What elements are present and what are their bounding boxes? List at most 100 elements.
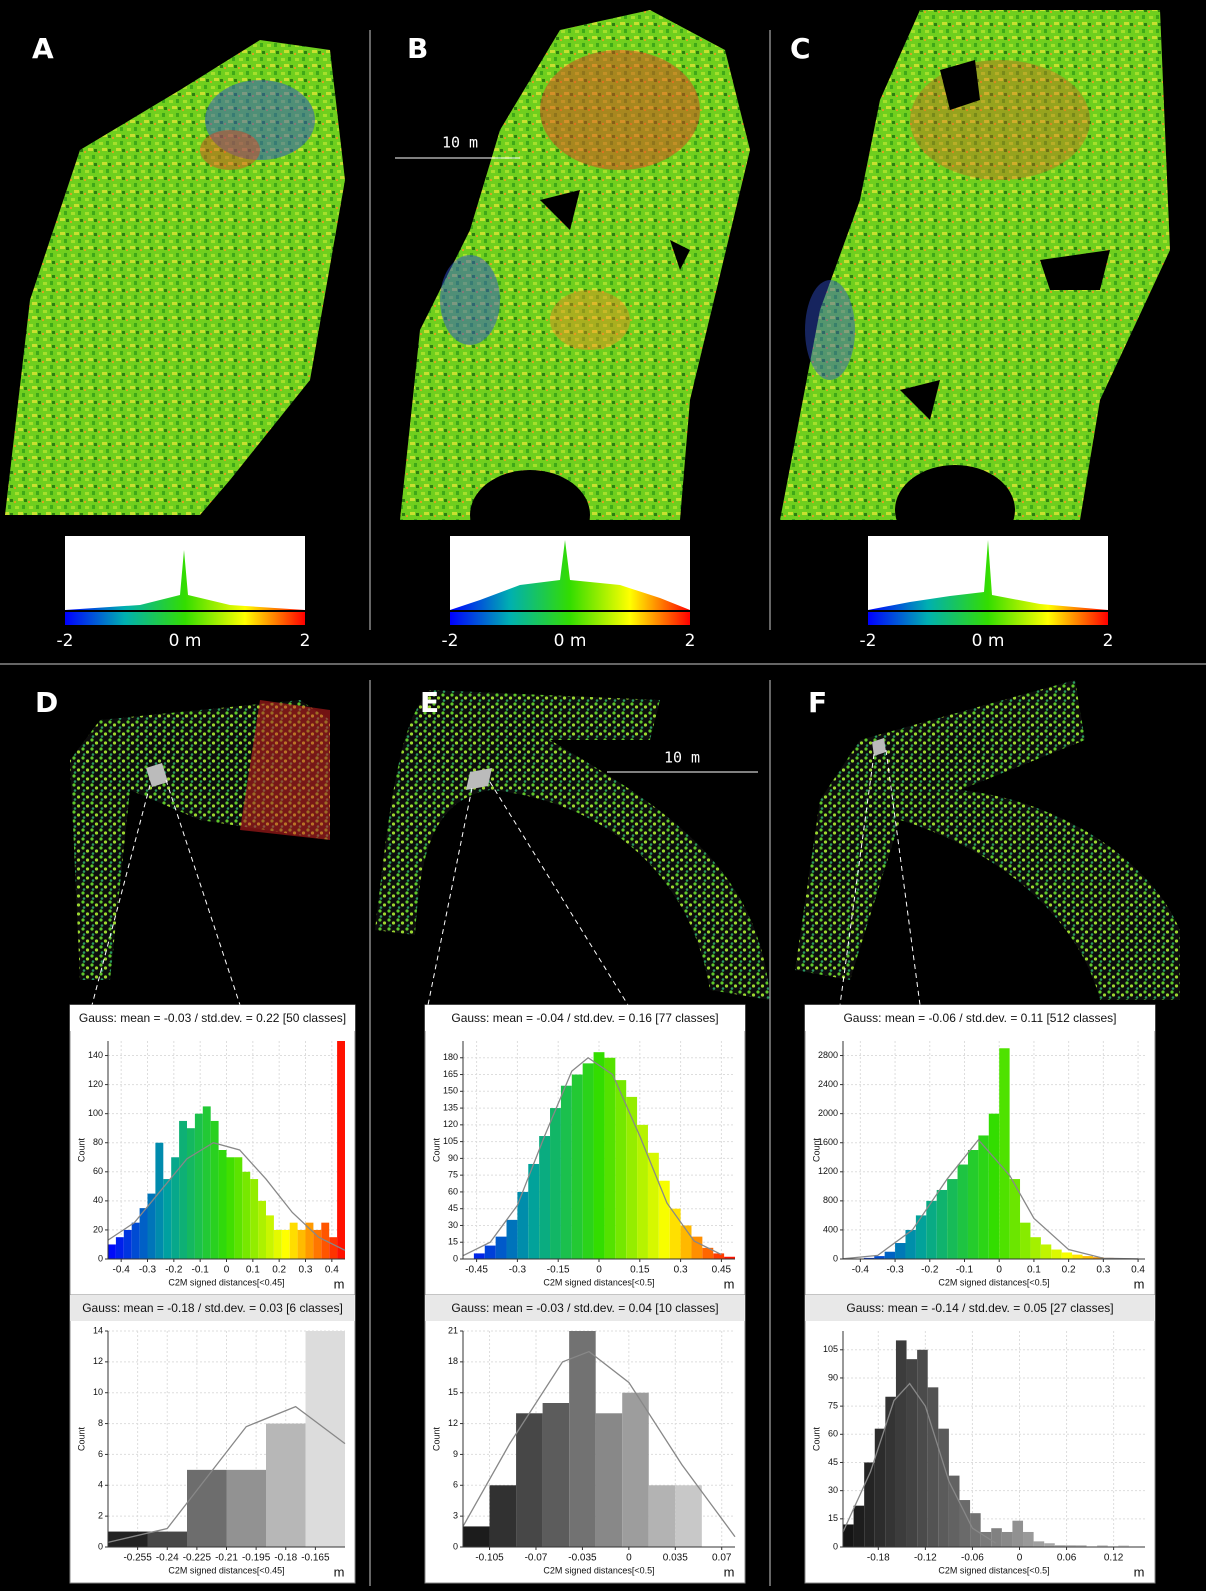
x-tick-label: -0.07	[525, 1553, 548, 1564]
x-tick-label: -0.2	[165, 1265, 183, 1276]
bar	[250, 1179, 258, 1259]
bar	[116, 1237, 124, 1259]
y-tick-label: 0	[833, 1253, 838, 1263]
mini-histogram	[450, 536, 690, 625]
x-tick-label: -0.12	[914, 1553, 937, 1564]
bar	[949, 1476, 960, 1547]
bar	[227, 1157, 235, 1259]
bar	[108, 1244, 116, 1259]
x-tick-label: -0.24	[156, 1553, 179, 1564]
colorbar-label: -2	[57, 631, 74, 651]
scale-label: 10 m	[442, 134, 478, 152]
x-tick-label: 0.3	[674, 1265, 688, 1276]
bar	[895, 1243, 905, 1259]
y-tick-label: 0	[453, 1541, 458, 1551]
bar	[337, 1041, 345, 1259]
x-tick-label: -0.1	[192, 1265, 210, 1276]
x-tick-label: -0.21	[215, 1553, 238, 1564]
y-tick-label: 3	[453, 1511, 458, 1521]
bar	[959, 1500, 970, 1547]
bar	[989, 1114, 999, 1259]
y-tick-label: 2800	[818, 1050, 838, 1060]
y-tick-label: 75	[448, 1170, 458, 1180]
bar	[885, 1397, 896, 1547]
colorbar-label: -2	[860, 631, 877, 651]
bar	[211, 1121, 219, 1259]
bar	[561, 1086, 572, 1259]
bar	[179, 1121, 187, 1259]
bar	[917, 1350, 928, 1547]
x-tick-label: 0	[626, 1553, 632, 1564]
bar	[958, 1165, 968, 1259]
y-tick-label: 100	[88, 1108, 103, 1118]
bar	[187, 1128, 195, 1259]
panel-letter: E	[420, 686, 439, 719]
chart-title: Gauss: mean = -0.06 / std.dev. = 0.11 [5…	[843, 1011, 1116, 1025]
bar	[516, 1413, 543, 1547]
bar	[659, 1181, 670, 1259]
page: 10 m 10 m A B C D E F -20 m2-20 m2-20 m2…	[0, 0, 1206, 1586]
bar	[543, 1403, 570, 1547]
point-cloud-f	[795, 680, 1180, 1000]
bar	[1062, 1252, 1072, 1259]
x-tick-label: 0.15	[630, 1265, 650, 1276]
x-tick-label: 0.4	[325, 1265, 339, 1276]
bar	[991, 1528, 1002, 1547]
bar	[1030, 1237, 1040, 1259]
bar	[187, 1470, 227, 1547]
bar	[463, 1526, 490, 1547]
point-cloud-b	[400, 10, 750, 560]
bar	[938, 1429, 949, 1547]
bar	[203, 1106, 211, 1259]
point-cloud-d	[70, 700, 330, 980]
bar	[928, 1387, 939, 1547]
y-tick-label: 165	[443, 1069, 458, 1079]
bar	[926, 1201, 936, 1259]
bar	[968, 1150, 978, 1259]
y-tick-label: 0	[453, 1253, 458, 1263]
y-tick-label: 0	[98, 1541, 103, 1551]
bar	[148, 1532, 188, 1547]
x-axis-unit: m	[724, 1564, 735, 1579]
x-tick-label: 0	[996, 1265, 1002, 1276]
mini-histogram	[65, 536, 305, 625]
x-axis-label: C2M signed distances[<0.5]	[938, 1277, 1049, 1287]
y-tick-label: 12	[93, 1356, 103, 1366]
x-tick-label: 0.1	[1027, 1265, 1041, 1276]
y-tick-label: 30	[828, 1485, 838, 1495]
bar	[604, 1058, 615, 1259]
x-tick-label: 0	[224, 1265, 230, 1276]
bar	[569, 1331, 596, 1547]
y-axis-label: Count	[431, 1427, 441, 1452]
y-tick-label: 60	[448, 1186, 458, 1196]
y-tick-label: 90	[448, 1153, 458, 1163]
x-tick-label: 0.3	[1096, 1265, 1110, 1276]
y-tick-label: 6	[98, 1449, 103, 1459]
y-tick-label: 40	[93, 1195, 103, 1205]
x-axis-unit: m	[334, 1276, 345, 1291]
x-tick-label: 0	[596, 1265, 602, 1276]
bar	[854, 1506, 865, 1547]
x-tick-label: 0	[1017, 1553, 1023, 1564]
x-tick-label: -0.035	[568, 1553, 597, 1564]
y-tick-label: 180	[443, 1052, 458, 1062]
y-tick-label: 12	[448, 1418, 458, 1428]
y-axis-label: Count	[811, 1427, 821, 1452]
y-tick-label: 2400	[818, 1079, 838, 1089]
histogram-chart: Gauss: mean = -0.14 / std.dev. = 0.05 [2…	[805, 1295, 1155, 1583]
y-tick-label: 60	[93, 1166, 103, 1176]
x-axis-unit: m	[334, 1564, 345, 1579]
mini-histogram	[868, 536, 1108, 625]
bar	[234, 1157, 242, 1259]
x-axis-label: C2M signed distances[<0.5]	[543, 1565, 654, 1575]
colorbar-label: 2	[1103, 631, 1114, 651]
x-tick-label: -0.225	[183, 1553, 212, 1564]
colorbar-label: 2	[685, 631, 696, 651]
y-tick-label: 8	[98, 1418, 103, 1428]
colorbar-label: 0 m	[972, 631, 1005, 651]
x-tick-label: 0.12	[1104, 1553, 1124, 1564]
y-tick-label: 90	[828, 1372, 838, 1382]
bar	[313, 1230, 321, 1259]
bar	[1002, 1532, 1013, 1547]
y-tick-label: 120	[443, 1119, 458, 1129]
